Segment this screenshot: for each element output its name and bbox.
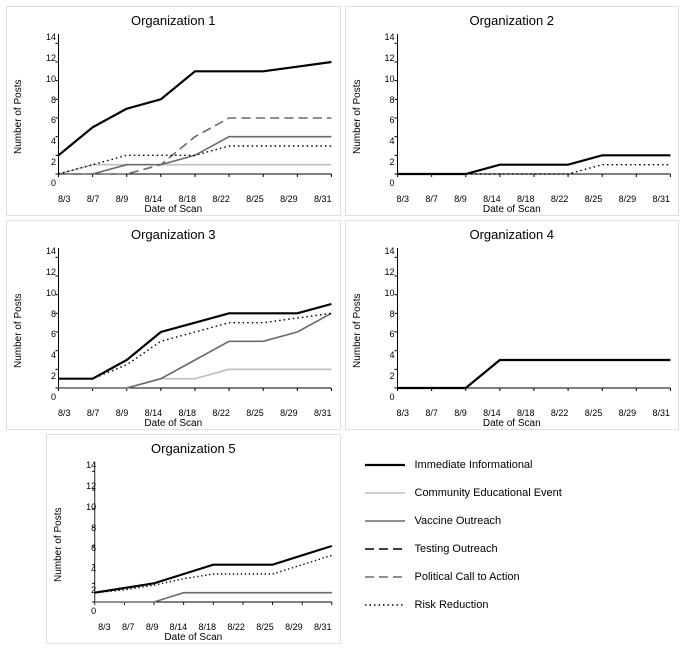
x-ticks: 8/38/78/98/148/188/228/258/298/31 [58, 408, 332, 418]
plot-area: 14121086420 8/38/78/98/148/188/228/258/2… [369, 246, 675, 416]
legend-label: Political Call to Action [415, 571, 520, 583]
chart-svg [30, 246, 336, 402]
chart-wrap: Number of Posts 14121086420 8/38/78/98/1… [51, 460, 335, 630]
legend-item-vaccine: Vaccine Outreach [365, 514, 680, 528]
legend-label: Risk Reduction [415, 599, 489, 611]
legend-swatch-icon [365, 486, 405, 500]
x-axis-label: Date of Scan [350, 418, 675, 429]
plot-area: 14121086420 8/38/78/98/148/188/228/258/2… [369, 32, 675, 202]
chart-svg [369, 246, 675, 402]
x-ticks: 8/38/78/98/148/188/228/258/298/31 [397, 194, 671, 204]
panel-org4: Organization 4 Number of Posts 141210864… [345, 220, 680, 430]
legend-item-community: Community Educational Event [365, 486, 680, 500]
legend-swatch-icon [365, 514, 405, 528]
x-ticks: 8/38/78/98/148/188/228/258/298/31 [98, 622, 331, 632]
panel-title: Organization 5 [51, 441, 335, 456]
x-ticks: 8/38/78/98/148/188/228/258/298/31 [397, 408, 671, 418]
legend-item-testing: Testing Outreach [365, 542, 680, 556]
x-axis-label: Date of Scan [350, 204, 675, 215]
chart-svg [369, 32, 675, 188]
chart-wrap: Number of Posts 14121086420 8/38/78/98/1… [350, 246, 675, 416]
legend-label: Immediate Informational [415, 459, 533, 471]
legend-list: Immediate Informational Community Educati… [365, 458, 680, 612]
plot-area: 14121086420 8/38/78/98/148/188/228/258/2… [70, 460, 335, 630]
x-ticks: 8/38/78/98/148/188/228/258/298/31 [58, 194, 332, 204]
legend-label: Vaccine Outreach [415, 515, 502, 527]
legend-swatch-icon [365, 458, 405, 472]
chart-wrap: Number of Posts 14121086420 8/38/78/98/1… [11, 246, 336, 416]
y-ticks: 14121086420 [371, 32, 395, 188]
legend-swatch-icon [365, 570, 405, 584]
panel-org1: Organization 1 Number of Posts 141210864… [6, 6, 341, 216]
y-axis-label: Number of Posts [350, 32, 365, 202]
y-axis-label: Number of Posts [51, 460, 66, 630]
chart-wrap: Number of Posts 14121086420 8/38/78/98/1… [350, 32, 675, 202]
chart-svg [30, 32, 336, 188]
y-ticks: 14121086420 [32, 32, 56, 188]
legend-item-immediate: Immediate Informational [365, 458, 680, 472]
legend-label: Testing Outreach [415, 543, 498, 555]
chart-grid: Organization 1 Number of Posts 141210864… [6, 6, 679, 644]
legend-label: Community Educational Event [415, 487, 562, 499]
panel-org2: Organization 2 Number of Posts 141210864… [345, 6, 680, 216]
legend-item-risk: Risk Reduction [365, 598, 680, 612]
y-axis-label: Number of Posts [11, 32, 26, 202]
y-ticks: 14121086420 [371, 246, 395, 402]
y-axis-label: Number of Posts [11, 246, 26, 416]
x-axis-label: Date of Scan [11, 418, 336, 429]
legend-panel: Immediate Informational Community Educati… [345, 434, 680, 644]
chart-wrap: Number of Posts 14121086420 8/38/78/98/1… [11, 32, 336, 202]
plot-area: 14121086420 8/38/78/98/148/188/228/258/2… [30, 32, 336, 202]
panel-org5: Organization 5 Number of Posts 141210864… [46, 434, 340, 644]
y-ticks: 14121086420 [72, 460, 96, 616]
legend-swatch-icon [365, 598, 405, 612]
panel-org5-cell: Organization 5 Number of Posts 141210864… [6, 434, 341, 644]
legend-item-political: Political Call to Action [365, 570, 680, 584]
panel-title: Organization 1 [11, 13, 336, 28]
y-axis-label: Number of Posts [350, 246, 365, 416]
panel-title: Organization 3 [11, 227, 336, 242]
panel-title: Organization 4 [350, 227, 675, 242]
x-axis-label: Date of Scan [11, 204, 336, 215]
y-ticks: 14121086420 [32, 246, 56, 402]
x-axis-label: Date of Scan [51, 632, 335, 643]
chart-svg [70, 460, 335, 616]
panel-title: Organization 2 [350, 13, 675, 28]
plot-area: 14121086420 8/38/78/98/148/188/228/258/2… [30, 246, 336, 416]
legend-swatch-icon [365, 542, 405, 556]
panel-org3: Organization 3 Number of Posts 141210864… [6, 220, 341, 430]
